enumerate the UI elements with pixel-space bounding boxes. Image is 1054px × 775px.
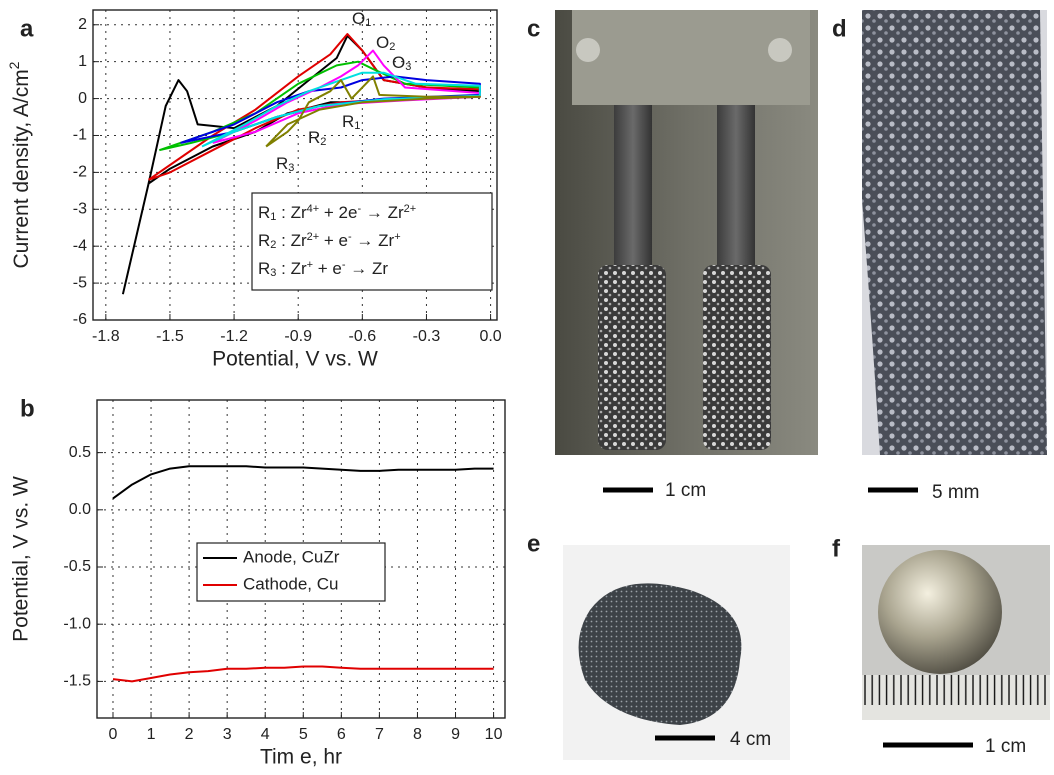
reaction: R1 : Zr4+ + 2e- → Zr2+ (258, 203, 416, 223)
text-part: R (342, 112, 354, 131)
x-tick-label: 3 (223, 726, 232, 743)
text-part: O (392, 53, 405, 72)
nut (768, 38, 792, 62)
y-tick-label: 0.0 (69, 501, 91, 518)
y-tick-label: -6 (73, 311, 87, 328)
annotation: O2 (376, 33, 395, 52)
rod (717, 105, 755, 275)
text-part: + e (313, 259, 342, 278)
rod (614, 105, 652, 275)
text-part: + e (319, 231, 348, 250)
panel-label: b (20, 395, 35, 422)
text-part: 3 (405, 61, 411, 73)
x-axis-label: Potential, V vs. W (212, 348, 378, 371)
text-part: 2 (320, 136, 326, 148)
text-part: : Zr (276, 203, 307, 222)
text-part: Current density, A/cm (10, 69, 33, 268)
text-part: R (258, 231, 270, 250)
x-tick-label: 8 (413, 726, 422, 743)
x-tick-label: 7 (375, 726, 384, 743)
y-tick-label: 0 (78, 90, 87, 107)
text-part: 3 (288, 162, 294, 174)
text-part: : Zr (276, 259, 307, 278)
deposit (598, 265, 666, 450)
text-part: + (394, 231, 400, 243)
y-tick-label: -4 (73, 237, 87, 254)
ingot (878, 550, 1002, 674)
y-tick-label: -5 (73, 274, 87, 291)
text-part: O (352, 9, 365, 28)
x-tick-label: 10 (485, 726, 503, 743)
series-line (181, 76, 480, 142)
annotation: R3 (276, 154, 294, 173)
x-tick-label: 6 (337, 726, 346, 743)
annotation: R2 (308, 128, 326, 147)
x-tick-label: -1.2 (220, 328, 248, 345)
y-tick-label: -0.5 (63, 558, 91, 575)
scale-label: 1 cm (985, 736, 1026, 757)
photo-d (862, 10, 1047, 455)
text-part: : Zr (276, 231, 307, 250)
x-tick-label: 0 (109, 726, 118, 743)
text-part: → Zr (361, 203, 404, 222)
x-tick-label: 0.0 (479, 328, 501, 345)
deposit (703, 265, 771, 450)
text-part: O (376, 33, 389, 52)
annotation: O3 (392, 53, 411, 72)
text-part: 2 (6, 61, 22, 69)
x-tick-label: -0.3 (413, 328, 441, 345)
text-part: 2+ (307, 231, 320, 243)
ruler (862, 675, 1050, 720)
y-tick-label: 1 (78, 53, 87, 70)
x-tick-label: 2 (185, 726, 194, 743)
y-tick-label: -1.5 (63, 673, 91, 690)
scale-label: 4 cm (730, 729, 771, 750)
text-part: → Zr (346, 259, 389, 278)
y-tick-label: -1 (73, 127, 87, 144)
y-tick-label: 2 (78, 16, 87, 33)
text-part: R (258, 203, 270, 222)
reaction: R3 : Zr+ + e- → Zr (258, 259, 388, 279)
x-tick-label: -1.5 (156, 328, 184, 345)
y-tick-label: -3 (73, 201, 87, 218)
text-part: 1 (365, 17, 371, 29)
x-tick-label: -0.9 (284, 328, 312, 345)
y-axis-label: Potential, V vs. W (10, 476, 33, 642)
x-tick-label: -1.8 (92, 328, 120, 345)
reaction: R2 : Zr2+ + e- → Zr+ (258, 231, 401, 251)
annotation: O1 (352, 9, 371, 28)
legend-label: Anode, CuZr (243, 547, 340, 566)
text-part: + 2e (319, 203, 357, 222)
text-part: R (276, 154, 288, 173)
annotation: R1 (342, 112, 360, 131)
legend-label: Cathode, Cu (243, 574, 338, 593)
x-axis-label: Tim e, hr (260, 746, 342, 769)
text-part: → Zr (352, 231, 395, 250)
x-tick-label: -0.6 (349, 328, 377, 345)
nut (576, 38, 600, 62)
panel-label: f (832, 535, 841, 562)
text-part: R (308, 128, 320, 147)
text-part: 4+ (307, 203, 320, 215)
scale-label: 1 cm (665, 480, 706, 501)
panel-label: e (527, 530, 540, 557)
y-tick-label: 0.5 (69, 444, 91, 461)
scale-label: 5 mm (932, 482, 980, 503)
text-part: 1 (354, 120, 360, 132)
text-part: R (258, 259, 270, 278)
panel-label: c (527, 15, 540, 42)
x-tick-label: 9 (451, 726, 460, 743)
panel-label: d (832, 15, 847, 42)
x-tick-label: 5 (299, 726, 308, 743)
x-tick-label: 1 (147, 726, 156, 743)
y-tick-label: -2 (73, 164, 87, 181)
panel-label: a (20, 15, 34, 42)
text-part: 2+ (404, 203, 417, 215)
y-axis-label: Current density, A/cm2 (6, 61, 32, 268)
y-tick-label: -1.0 (63, 615, 91, 632)
text-part: 2 (389, 41, 395, 53)
figure: 1 cm c 5 mm d 4 cm e 1 cm f a -1.8 -1.5 -1.… (0, 0, 1054, 775)
x-tick-label: 4 (261, 726, 270, 743)
